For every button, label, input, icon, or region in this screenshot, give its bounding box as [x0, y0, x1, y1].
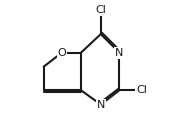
Text: N: N [115, 48, 124, 58]
Text: N: N [97, 99, 105, 110]
Text: O: O [58, 48, 66, 58]
Text: Cl: Cl [136, 85, 147, 95]
Text: Cl: Cl [95, 5, 106, 15]
